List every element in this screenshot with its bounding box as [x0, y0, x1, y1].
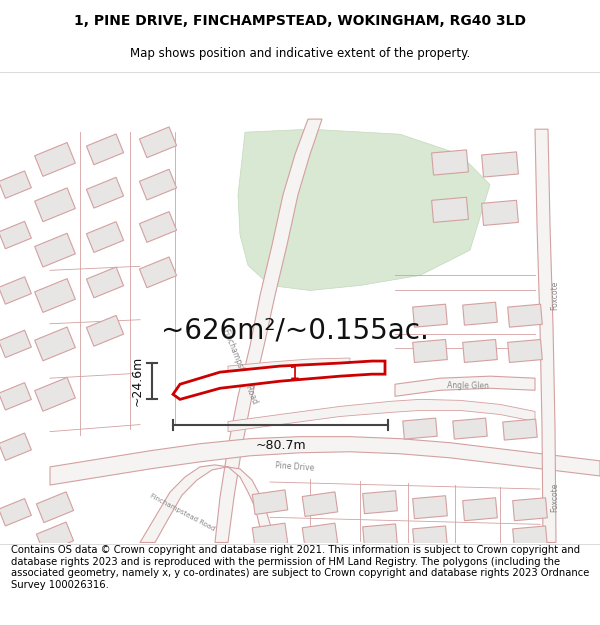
Text: Finchampstead Road: Finchampstead Road: [221, 328, 259, 405]
Polygon shape: [173, 361, 385, 399]
Polygon shape: [512, 498, 547, 521]
Polygon shape: [86, 316, 124, 346]
Polygon shape: [503, 419, 537, 440]
Text: 1: 1: [289, 365, 301, 383]
Polygon shape: [139, 127, 176, 158]
Text: ~80.7m: ~80.7m: [255, 439, 306, 452]
Polygon shape: [35, 279, 76, 312]
Polygon shape: [238, 129, 490, 291]
Polygon shape: [228, 399, 535, 432]
Polygon shape: [463, 302, 497, 325]
Polygon shape: [252, 523, 288, 548]
Polygon shape: [35, 142, 76, 176]
Polygon shape: [413, 496, 448, 519]
Polygon shape: [37, 522, 74, 553]
Text: Foxcote: Foxcote: [551, 281, 560, 310]
Text: Foxcote: Foxcote: [551, 482, 560, 512]
Polygon shape: [482, 200, 518, 226]
Polygon shape: [35, 188, 76, 222]
Polygon shape: [482, 152, 518, 177]
Polygon shape: [252, 490, 288, 514]
Polygon shape: [86, 177, 124, 208]
Polygon shape: [0, 499, 31, 526]
Polygon shape: [453, 418, 487, 439]
Text: Map shows position and indicative extent of the property.: Map shows position and indicative extent…: [130, 47, 470, 59]
Text: Pine Drive: Pine Drive: [275, 461, 315, 472]
Polygon shape: [463, 339, 497, 362]
Polygon shape: [362, 491, 397, 514]
Polygon shape: [86, 267, 124, 298]
Polygon shape: [139, 212, 176, 243]
Polygon shape: [302, 492, 338, 516]
Polygon shape: [35, 378, 76, 411]
Polygon shape: [86, 134, 124, 165]
Polygon shape: [463, 498, 497, 521]
Polygon shape: [413, 304, 448, 327]
Text: ~24.6m: ~24.6m: [131, 356, 144, 406]
Polygon shape: [139, 169, 176, 200]
Polygon shape: [139, 257, 176, 288]
Polygon shape: [140, 465, 274, 542]
Polygon shape: [0, 277, 31, 304]
Text: Angle Glen: Angle Glen: [447, 381, 489, 391]
Polygon shape: [86, 222, 124, 253]
Polygon shape: [395, 376, 535, 396]
Polygon shape: [0, 330, 31, 357]
Polygon shape: [413, 526, 448, 549]
Polygon shape: [431, 198, 469, 222]
Polygon shape: [35, 327, 76, 361]
Polygon shape: [413, 339, 448, 362]
Polygon shape: [50, 437, 600, 485]
Polygon shape: [0, 171, 31, 198]
Polygon shape: [512, 526, 547, 549]
Polygon shape: [228, 358, 350, 374]
Polygon shape: [35, 233, 76, 267]
Polygon shape: [302, 523, 338, 548]
Text: Finchampstead Road: Finchampstead Road: [149, 492, 215, 532]
Polygon shape: [508, 339, 542, 362]
Polygon shape: [0, 382, 31, 410]
Text: ~626m²/~0.155ac.: ~626m²/~0.155ac.: [161, 317, 429, 345]
Polygon shape: [508, 304, 542, 327]
Polygon shape: [535, 129, 556, 542]
Polygon shape: [362, 524, 397, 547]
Text: Contains OS data © Crown copyright and database right 2021. This information is : Contains OS data © Crown copyright and d…: [11, 545, 589, 590]
Text: 1, PINE DRIVE, FINCHAMPSTEAD, WOKINGHAM, RG40 3LD: 1, PINE DRIVE, FINCHAMPSTEAD, WOKINGHAM,…: [74, 14, 526, 28]
Polygon shape: [0, 433, 31, 461]
Polygon shape: [215, 119, 322, 542]
Polygon shape: [403, 418, 437, 439]
Polygon shape: [0, 221, 31, 249]
Polygon shape: [37, 492, 74, 522]
Polygon shape: [431, 150, 469, 175]
